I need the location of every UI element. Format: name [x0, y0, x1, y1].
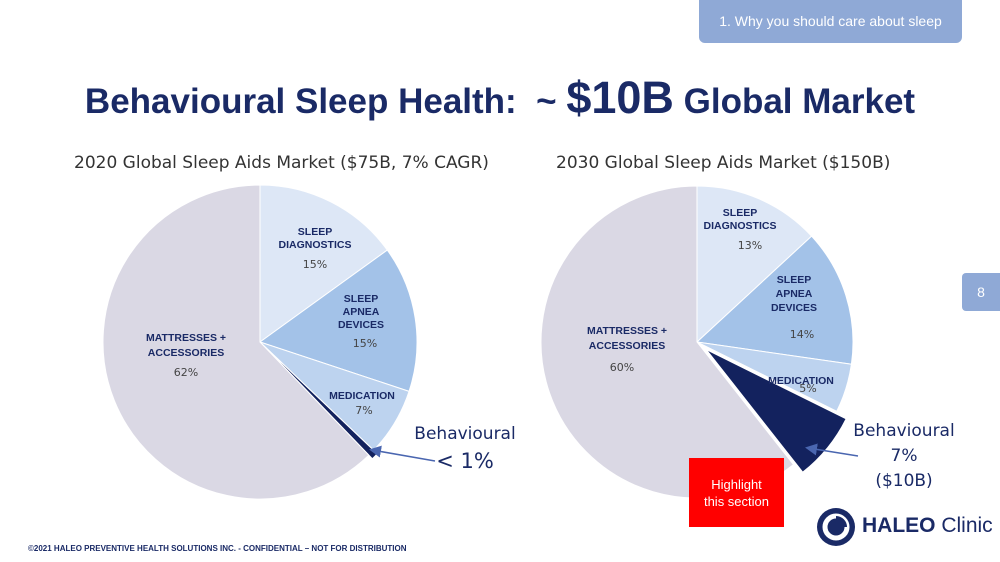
pie-slice-2030-sleep-diagnostics	[696, 185, 813, 344]
callout-2030-value: 7%	[891, 446, 918, 466]
pie-slice-2030-sleep-apnea-devices	[695, 235, 854, 365]
highlight-line-2: this section	[703, 493, 770, 509]
highlight-line-1: Highlight	[711, 476, 762, 492]
callout-2020-value: < 1%	[436, 449, 494, 473]
pie-slice-2020-mattresses-accessories	[102, 184, 370, 500]
pie-slice-2030-behavioural	[705, 349, 847, 473]
pct-mattresses-2030: 60%	[610, 361, 634, 374]
label-mattresses-2030: MATTRESSES + ACCESSORIES	[587, 325, 667, 352]
pie-slice-2030-medication	[696, 341, 852, 412]
callout-2020-label: Behavioural	[414, 424, 515, 444]
footer-confidential: ©2021 HALEO PREVENTIVE HEALTH SOLUTIONS …	[28, 544, 407, 553]
pct-sleep-diagnostics-2020: 15%	[303, 258, 327, 271]
section-tag: 1. Why you should care about sleep	[699, 0, 962, 43]
pie-slice-2020-sleep-diagnostics	[259, 184, 388, 343]
label-mattresses-2020: MATTRESSES + ACCESSORIES	[146, 332, 226, 359]
title-part-2: $10B	[566, 72, 674, 123]
callout-2030: Behavioural 7% ($10B)	[805, 421, 955, 491]
pct-medication-2020: 7%	[355, 404, 372, 417]
callout-2030-amount: ($10B)	[875, 471, 932, 491]
logo-text: HALEO Clinic	[862, 514, 993, 538]
logo: HALEO Clinic	[816, 505, 993, 549]
label-sleep-diagnostics-2020: SLEEP DIAGNOSTICS	[279, 226, 352, 251]
pct-sleep-apnea-2020: 15%	[353, 337, 377, 350]
title-part-3: Global Market	[673, 82, 916, 121]
pie-2020-labels: SLEEP DIAGNOSTICS 15% SLEEP APNEA DEVICES 1…	[146, 226, 395, 417]
logo-brand-bold: HALEO	[862, 514, 936, 537]
pct-medication-2030: 5%	[799, 382, 816, 395]
haleo-logo-icon	[817, 508, 855, 546]
logo-brand-light: Clinic	[935, 514, 993, 537]
highlight-box: Highlight this section	[689, 458, 784, 527]
pct-sleep-diagnostics-2030: 13%	[738, 239, 762, 252]
page-number: 8	[962, 273, 1000, 311]
pie-2030-labels: SLEEP DIAGNOSTICS 13% SLEEP APNEA DEVICES 1…	[587, 207, 834, 395]
pct-sleep-apnea-2030: 14%	[790, 328, 814, 341]
chart-title-2030: 2030 Global Sleep Aids Market ($150B)	[556, 153, 891, 173]
page-title: Behavioural Sleep Health: ~ $10B Global …	[0, 72, 1000, 124]
callout-2030-arrow	[805, 443, 859, 457]
chart-title-2020: 2020 Global Sleep Aids Market ($75B, 7% …	[74, 153, 489, 173]
title-part-1: Behavioural Sleep Health: ~	[84, 82, 567, 121]
label-medication-2020: MEDICATION	[329, 390, 395, 402]
label-sleep-apnea-2020: SLEEP APNEA DEVICES	[338, 293, 384, 331]
label-medication-2030: MEDICATION	[768, 375, 834, 387]
callout-2020: Behavioural < 1%	[369, 424, 516, 473]
callout-2030-label: Behavioural	[853, 421, 954, 441]
label-sleep-diagnostics-2030: SLEEP DIAGNOSTICS	[704, 207, 777, 232]
callout-2020-arrow	[369, 445, 436, 462]
pie-slice-2020-sleep-apnea-devices	[258, 249, 418, 392]
pie-2030	[540, 185, 854, 499]
label-sleep-apnea-2030: SLEEP APNEA DEVICES	[771, 274, 817, 314]
pct-mattresses-2020: 62%	[174, 366, 198, 379]
